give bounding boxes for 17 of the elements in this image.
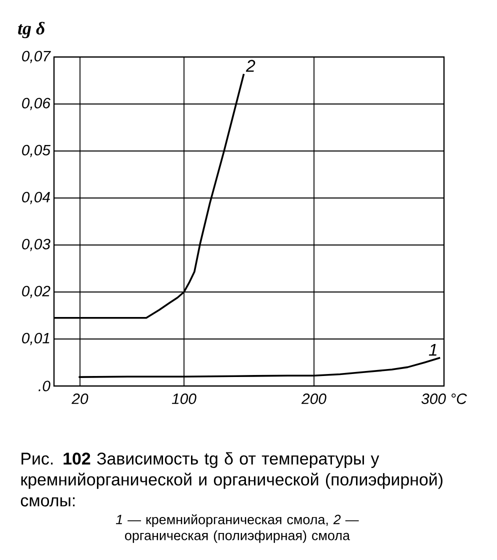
y-tick-label: 0,01 [22, 332, 50, 346]
y-tick-label: 0,06 [22, 98, 50, 110]
y-tick-label: 0,05 [22, 144, 51, 158]
y-axis-title: tg δ [18, 22, 45, 38]
x-tick-label: 100 [172, 393, 196, 404]
x-tick-label: 20 [72, 393, 88, 404]
text: 1 — кремнийорганическая смола, 2 — органическая (полиэфирная) смола [116, 514, 359, 543]
y-tick-label: .0 [38, 380, 50, 392]
x-tick-label: 200 [301, 393, 326, 404]
y-tick-label: 0,07 [22, 50, 51, 64]
text: Рис. 102 Зависимость tg δ от температуры у кремнийорганической и органической (полиэфирной) смолы: [20, 452, 442, 506]
y-tick-label: 0,02 [22, 286, 50, 298]
y-tick-label: 0,03 [22, 238, 50, 252]
series-label: 1 [428, 344, 436, 356]
y-tick-label: 0,04 [22, 192, 50, 204]
x-tick-label: 300 °C [421, 393, 467, 404]
series-label: 2 [246, 60, 256, 72]
